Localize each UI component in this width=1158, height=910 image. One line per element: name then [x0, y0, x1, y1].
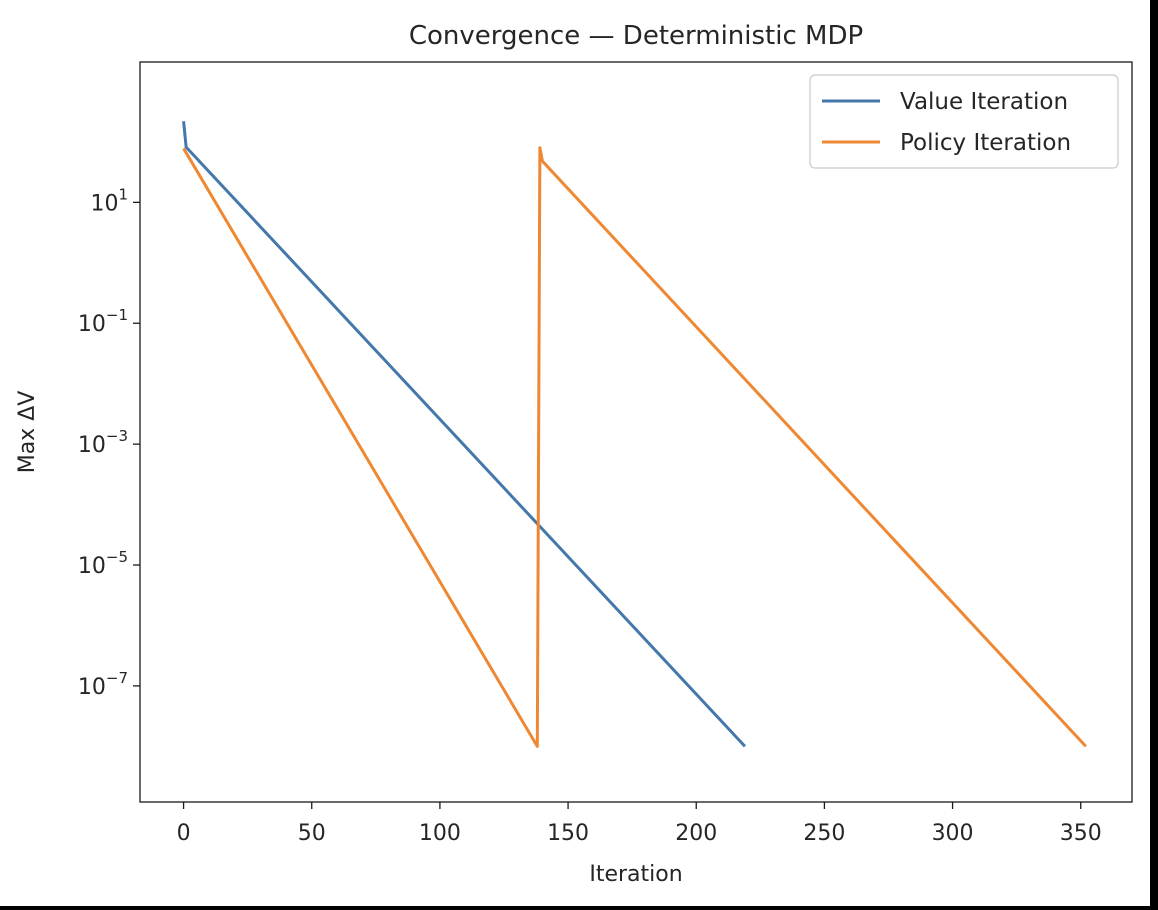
x-tick-label: 150: [547, 821, 589, 846]
x-tick-label: 250: [803, 821, 845, 846]
plot-area-frame: [139, 61, 1133, 803]
x-tick-label: 300: [932, 821, 974, 846]
y-axis-ticks: 101 10−1 10−3 10−5 10−7: [78, 185, 140, 700]
x-axis-title: Iteration: [589, 862, 682, 887]
chart-title: Convergence — Deterministic MDP: [409, 21, 863, 51]
legend-label: Value Iteration: [900, 89, 1068, 115]
y-tick-label: 10−1: [78, 306, 128, 337]
legend: Value Iteration Policy Iteration: [809, 74, 1119, 169]
x-tick-label: 0: [177, 821, 191, 846]
y-axis-title: Max ΔV: [15, 391, 40, 474]
y-tick-label: 10−7: [78, 669, 128, 700]
y-tick-label: 10−5: [78, 548, 128, 579]
series-layer: [182, 121, 1087, 748]
y-tick-label: 10−3: [78, 427, 128, 458]
x-tick-label: 100: [419, 821, 461, 846]
x-tick-label: 350: [1060, 821, 1102, 846]
series-line-value-iteration: [182, 121, 747, 748]
y-tick-label: 101: [90, 185, 128, 216]
x-axis-ticks: 0 50 100 150 200 250 300 350: [177, 802, 1102, 846]
x-tick-label: 200: [675, 821, 717, 846]
x-tick-label: 50: [298, 821, 326, 846]
series-line-policy-iteration: [182, 146, 1087, 748]
legend-box: [809, 74, 1119, 169]
legend-label: Policy Iteration: [900, 130, 1071, 156]
